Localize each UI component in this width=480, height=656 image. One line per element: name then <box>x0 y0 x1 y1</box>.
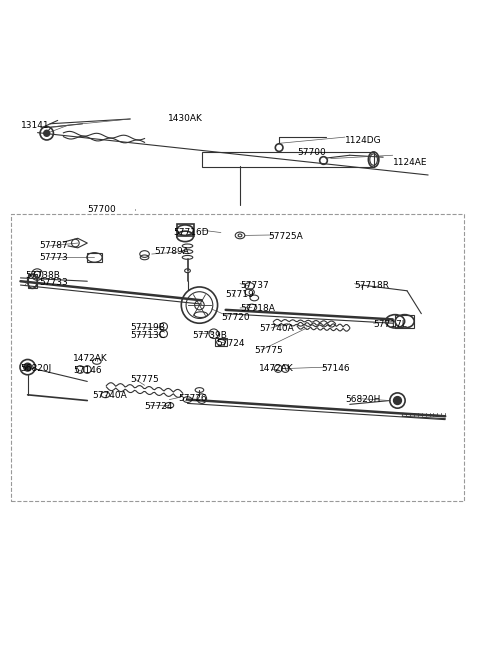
Text: 57700: 57700 <box>297 148 326 157</box>
Text: 57787: 57787 <box>39 241 68 251</box>
Text: 57726: 57726 <box>178 394 206 403</box>
Bar <box>87 253 102 262</box>
Text: 1430AK: 1430AK <box>168 113 204 123</box>
Text: 57146: 57146 <box>321 364 350 373</box>
Text: 57724: 57724 <box>144 402 173 411</box>
Circle shape <box>394 397 401 404</box>
Text: 56820J: 56820J <box>21 364 52 373</box>
Text: 57773: 57773 <box>39 253 68 262</box>
Text: 57717L: 57717L <box>373 319 408 329</box>
Text: 57739B: 57739B <box>192 331 227 340</box>
Bar <box>395 315 414 328</box>
Text: 57719: 57719 <box>226 290 254 299</box>
Text: 57740A: 57740A <box>259 325 294 333</box>
Text: 57700: 57700 <box>87 205 116 214</box>
Text: 1124DG: 1124DG <box>345 136 382 145</box>
Text: 57720: 57720 <box>221 313 250 322</box>
Circle shape <box>44 131 49 136</box>
Text: 57740A: 57740A <box>92 391 127 400</box>
Text: 57725A: 57725A <box>269 232 303 241</box>
Text: 57146: 57146 <box>73 367 102 375</box>
Bar <box>202 152 373 167</box>
Text: 57718A: 57718A <box>240 304 275 314</box>
Text: 57789A: 57789A <box>154 247 189 256</box>
Text: 1124AE: 1124AE <box>393 158 427 167</box>
Text: 57775: 57775 <box>130 375 159 384</box>
Bar <box>177 224 194 236</box>
Bar <box>28 274 37 289</box>
Text: 57713C: 57713C <box>130 331 165 340</box>
Text: 57716D: 57716D <box>173 228 209 237</box>
Text: 57737: 57737 <box>240 281 269 289</box>
Text: 57733: 57733 <box>39 277 68 287</box>
Text: 57738B: 57738B <box>25 271 60 280</box>
Text: 57775: 57775 <box>254 346 283 356</box>
Bar <box>215 338 227 346</box>
Circle shape <box>24 363 32 371</box>
Text: 1472AK: 1472AK <box>73 354 108 363</box>
Text: 13141: 13141 <box>21 121 49 130</box>
Text: 56820H: 56820H <box>345 395 380 404</box>
Text: 57719B: 57719B <box>130 323 165 333</box>
Bar <box>11 215 464 501</box>
Text: 1472AK: 1472AK <box>259 364 294 373</box>
Text: 57724: 57724 <box>216 338 245 348</box>
Text: 57718R: 57718R <box>355 281 390 289</box>
